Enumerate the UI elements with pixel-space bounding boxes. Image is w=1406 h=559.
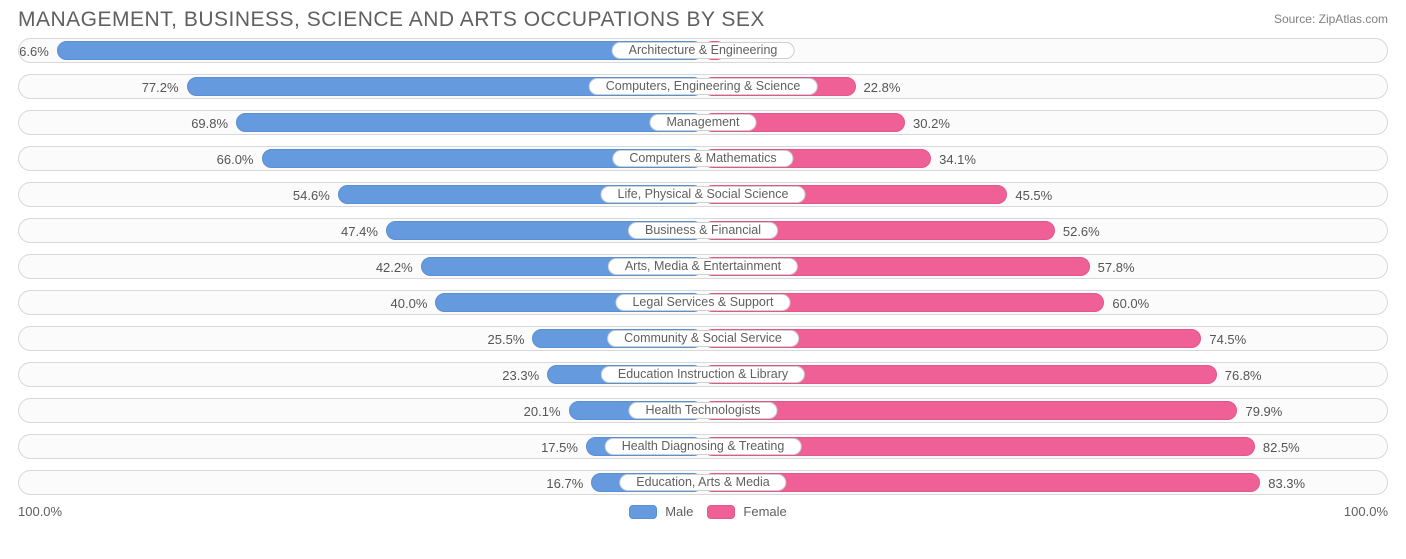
male-bar: [57, 41, 703, 60]
legend-female-label: Female: [743, 504, 786, 519]
male-pct-label: 23.3%: [502, 363, 539, 387]
category-label: Health Technologists: [628, 402, 777, 419]
male-pct-label: 54.6%: [293, 183, 330, 207]
chart-header: MANAGEMENT, BUSINESS, SCIENCE AND ARTS O…: [18, 8, 1388, 32]
category-label: Management: [650, 114, 757, 131]
female-swatch-icon: [707, 505, 735, 519]
source-prefix: Source:: [1274, 12, 1319, 26]
source-name: ZipAtlas.com: [1319, 12, 1388, 26]
male-pct-label: 96.6%: [18, 39, 49, 63]
chart-row: 96.6%3.4%Architecture & Engineering: [18, 38, 1388, 63]
category-label: Legal Services & Support: [615, 294, 790, 311]
male-pct-label: 20.1%: [524, 399, 561, 423]
chart-source: Source: ZipAtlas.com: [1274, 8, 1388, 26]
male-pct-label: 16.7%: [546, 471, 583, 495]
category-label: Education, Arts & Media: [619, 474, 786, 491]
female-pct-label: 45.5%: [1015, 183, 1052, 207]
category-label: Health Diagnosing & Treating: [605, 438, 802, 455]
female-pct-label: 76.8%: [1225, 363, 1262, 387]
chart-row: 42.2% 57.8% Arts, Media & Entertainment: [18, 254, 1388, 279]
chart-row: 23.3% 76.8% Education Instruction & Librar…: [18, 362, 1388, 387]
female-pct-label: 52.6%: [1063, 219, 1100, 243]
female-pct-label: 22.8%: [864, 75, 901, 99]
chart-row: 77.2% 22.8% Computers, Engineering & Scien…: [18, 74, 1388, 99]
chart-row: 47.4% 52.6% Business & Financial: [18, 218, 1388, 243]
male-pct-label: 66.0%: [217, 147, 254, 171]
chart-row: 17.5% 82.5% Health Diagnosing & Treating: [18, 434, 1388, 459]
chart-footer: 100.0% Male Female 100.0%: [18, 504, 1388, 519]
female-pct-label: 57.8%: [1098, 255, 1135, 279]
category-label: Community & Social Service: [607, 330, 799, 347]
chart-row: 54.6% 45.5% Life, Physical & Social Scienc…: [18, 182, 1388, 207]
category-label: Architecture & Engineering: [612, 42, 795, 59]
chart-row: 25.5% 74.5% Community & Social Service: [18, 326, 1388, 351]
male-swatch-icon: [629, 505, 657, 519]
axis-left-label: 100.0%: [18, 504, 78, 519]
occupations-by-sex-chart: 96.6%3.4%Architecture & Engineering 77.2%…: [18, 38, 1388, 495]
female-pct-label: 74.5%: [1209, 327, 1246, 351]
chart-row: 69.8% 30.2% Management: [18, 110, 1388, 135]
male-pct-label: 25.5%: [488, 327, 525, 351]
axis-right-label: 100.0%: [1328, 504, 1388, 519]
male-pct-label: 40.0%: [391, 291, 428, 315]
male-bar: [236, 113, 703, 132]
chart-row: 66.0% 34.1% Computers & Mathematics: [18, 146, 1388, 171]
chart-row: 20.1% 79.9% Health Technologists: [18, 398, 1388, 423]
female-bar: [703, 401, 1237, 420]
category-label: Computers & Mathematics: [612, 150, 793, 167]
male-pct-label: 77.2%: [142, 75, 179, 99]
male-pct-label: 42.2%: [376, 255, 413, 279]
female-bar: [703, 473, 1260, 492]
chart-legend: Male Female: [78, 504, 1328, 519]
category-label: Arts, Media & Entertainment: [608, 258, 798, 275]
chart-title: MANAGEMENT, BUSINESS, SCIENCE AND ARTS O…: [18, 8, 765, 32]
category-label: Computers, Engineering & Science: [589, 78, 818, 95]
male-pct-label: 69.8%: [191, 111, 228, 135]
female-pct-label: 79.9%: [1245, 399, 1282, 423]
male-pct-label: 17.5%: [541, 435, 578, 459]
chart-row: 40.0% 60.0% Legal Services & Support: [18, 290, 1388, 315]
female-pct-label: 30.2%: [913, 111, 950, 135]
male-pct-label: 47.4%: [341, 219, 378, 243]
category-label: Life, Physical & Social Science: [601, 186, 806, 203]
chart-row: 16.7% 83.3% Education, Arts & Media: [18, 470, 1388, 495]
female-pct-label: 60.0%: [1112, 291, 1149, 315]
female-pct-label: 82.5%: [1263, 435, 1300, 459]
category-label: Education Instruction & Library: [601, 366, 805, 383]
female-pct-label: 83.3%: [1268, 471, 1305, 495]
category-label: Business & Financial: [628, 222, 778, 239]
legend-male-label: Male: [665, 504, 693, 519]
female-pct-label: 34.1%: [939, 147, 976, 171]
